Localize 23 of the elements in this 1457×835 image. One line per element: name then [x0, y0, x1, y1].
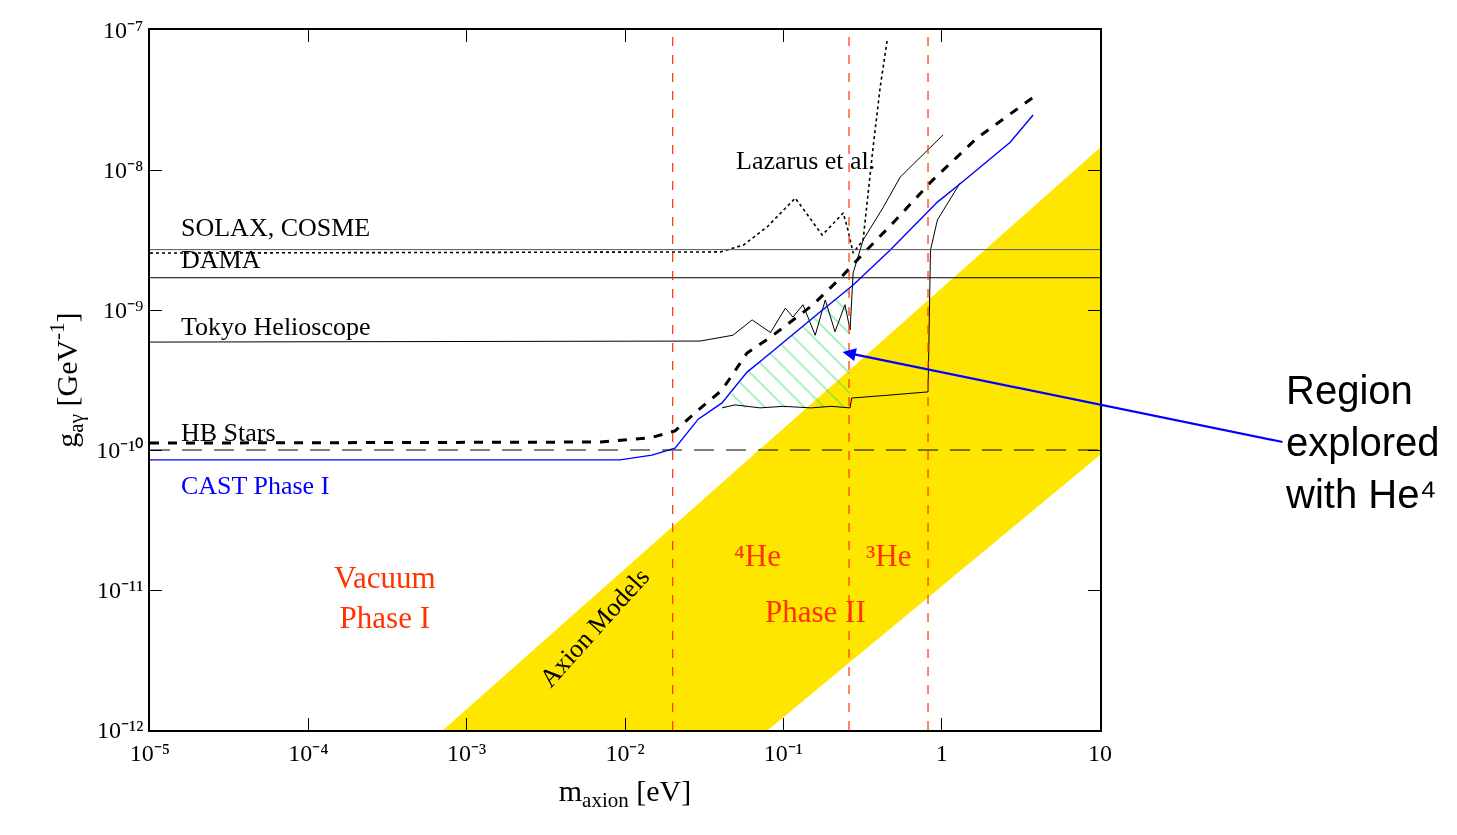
annotation: ⁴He — [734, 538, 781, 573]
y-tick-label: 10⁻¹⁰ — [96, 437, 144, 464]
annotation: Vacuum Phase I — [334, 560, 436, 636]
y-tick-label: 10⁻¹¹ — [97, 577, 144, 604]
series-label: SOLAX, COSME — [181, 213, 371, 242]
annotation: Phase II — [765, 594, 866, 629]
ref-line-label: DAMA — [181, 245, 261, 274]
x-tick-label: 10⁻¹ — [763, 739, 803, 766]
x-tick-label: 1 — [935, 739, 948, 766]
text: Region explored with He⁴ — [1285, 368, 1440, 516]
series-label: CAST Phase I — [181, 471, 330, 500]
y-tick-label: 10⁻⁸ — [103, 157, 144, 184]
y-tick-label: 10⁻⁹ — [103, 297, 144, 324]
x-tick-label: 10 — [1088, 739, 1112, 766]
y-tick-label: 10⁻⁷ — [103, 17, 144, 44]
x-tick-label: 10⁻⁴ — [288, 739, 329, 766]
x-tick-label: 10⁻³ — [447, 739, 487, 766]
ref-line-label: HB Stars — [181, 418, 276, 447]
x-tick-label: 10⁻² — [605, 739, 645, 766]
series-label: Tokyo Helioscope — [181, 312, 371, 341]
annotation: Lazarus et al. — [736, 146, 876, 175]
annotation: ³He — [866, 538, 912, 573]
x-axis-title: m$_{axion}$ [eV] — [558, 773, 692, 812]
